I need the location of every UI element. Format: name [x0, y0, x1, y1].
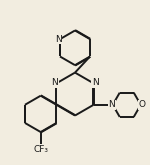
Text: N: N — [51, 78, 58, 87]
Text: N: N — [108, 100, 115, 109]
Text: N: N — [92, 78, 99, 87]
Text: N: N — [55, 35, 62, 44]
Text: CF₃: CF₃ — [33, 145, 48, 154]
Text: O: O — [139, 100, 146, 109]
